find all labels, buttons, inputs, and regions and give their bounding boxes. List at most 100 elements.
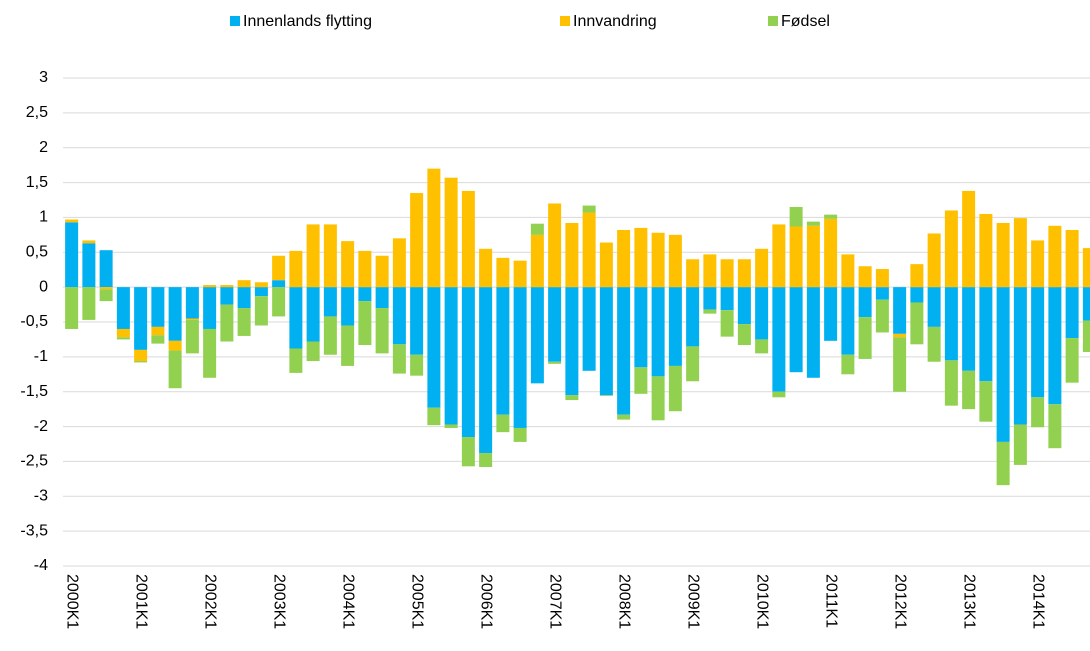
legend-label: Fødsel (781, 13, 830, 30)
bar (168, 350, 182, 389)
bar (668, 234, 682, 288)
bar (341, 241, 355, 288)
bar (841, 354, 855, 375)
bar (548, 203, 562, 288)
bar (651, 287, 665, 377)
bar (479, 287, 493, 454)
bar (513, 287, 527, 428)
bar (461, 437, 475, 467)
bar (323, 287, 337, 317)
bar (599, 395, 613, 396)
bar (1065, 229, 1079, 288)
bar (996, 287, 1010, 442)
bar (737, 287, 751, 325)
bar (1065, 338, 1079, 383)
bar (530, 223, 544, 235)
bar (996, 441, 1010, 486)
bar (1031, 240, 1045, 288)
bar (703, 287, 717, 310)
bar (548, 361, 562, 364)
bar (651, 376, 665, 421)
y-tick-label: 2 (39, 139, 48, 156)
bar (358, 250, 372, 288)
bar (548, 287, 562, 362)
bar (944, 210, 958, 288)
x-tick-label: 2008K1 (615, 574, 632, 629)
x-tick-label: 2002K1 (201, 574, 218, 629)
bar (582, 205, 596, 213)
bar (703, 309, 717, 314)
bar (427, 407, 441, 426)
bar (720, 310, 734, 337)
bar (116, 287, 130, 329)
bar (755, 248, 769, 288)
bar (185, 318, 199, 320)
bar (410, 287, 424, 355)
y-tick-label: -2 (34, 418, 48, 435)
bar (893, 337, 907, 392)
y-tick-label: 3 (39, 69, 48, 86)
x-tick-label: 2004K1 (339, 574, 356, 629)
x-tick-label: 2013K1 (960, 574, 977, 629)
y-tick-label: -0,5 (20, 313, 48, 330)
bar (358, 301, 372, 346)
bar (962, 370, 976, 410)
bar (203, 285, 217, 288)
bar (875, 287, 889, 300)
x-tick-label: 2007K1 (546, 574, 563, 629)
x-tick-label: 2006K1 (477, 574, 494, 629)
bar (237, 280, 251, 288)
bar (99, 289, 113, 302)
bar (893, 287, 907, 334)
bar (1013, 218, 1027, 288)
bar (392, 287, 406, 345)
x-tick-label: 2001K1 (132, 574, 149, 629)
bar (427, 287, 441, 408)
bar (168, 287, 182, 341)
bar (962, 287, 976, 371)
bar (237, 287, 251, 309)
bar (875, 299, 889, 333)
bar (944, 287, 958, 361)
bar (582, 287, 596, 371)
bar (444, 287, 458, 425)
bar (444, 424, 458, 428)
bar (582, 212, 596, 288)
bar (1048, 225, 1062, 288)
bar (565, 287, 579, 396)
bar (65, 222, 79, 288)
bar (254, 287, 268, 297)
bar (272, 280, 286, 288)
x-tick-label: 2000K1 (63, 574, 80, 629)
bar (1065, 287, 1079, 339)
bar (565, 395, 579, 401)
bar (772, 287, 786, 392)
bar (737, 259, 751, 288)
bar (254, 282, 268, 288)
bar (824, 218, 838, 288)
bar (755, 339, 769, 354)
y-tick-label: -1,5 (20, 383, 48, 400)
bar (461, 287, 475, 438)
bar (789, 206, 803, 227)
bar (599, 287, 613, 396)
bar (306, 287, 320, 342)
bar (82, 287, 96, 320)
bar (772, 224, 786, 288)
y-tick-label: -3,5 (20, 522, 48, 539)
bar (824, 214, 838, 219)
x-tick-label: 2010K1 (753, 574, 770, 629)
bar (392, 238, 406, 288)
bar (927, 287, 941, 327)
y-tick-label: 0 (39, 278, 48, 295)
bar (755, 287, 769, 340)
bar (789, 287, 803, 373)
x-tick-label: 2003K1 (270, 574, 287, 629)
bar (530, 287, 544, 384)
bar (910, 264, 924, 288)
bar (1082, 248, 1090, 288)
bar (323, 224, 337, 288)
bar (979, 287, 993, 382)
bar (634, 227, 648, 288)
bar (168, 340, 182, 351)
